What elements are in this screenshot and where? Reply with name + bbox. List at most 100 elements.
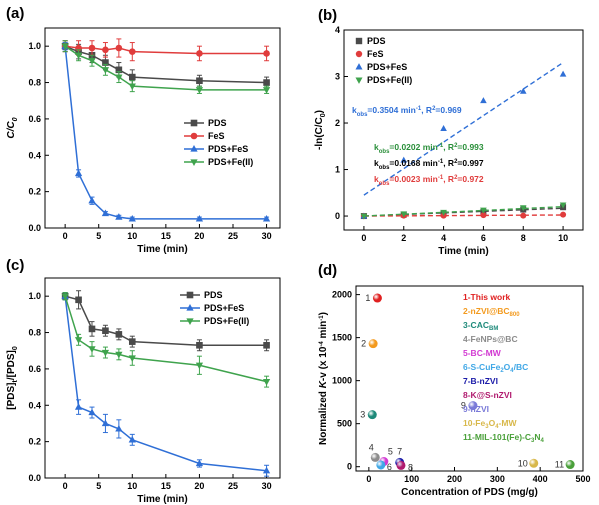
kobs-annotation: kobs=0.0168 min-1, R2=0.997 xyxy=(374,158,484,171)
x-tick-label: 4 xyxy=(441,233,446,243)
legend-label: PDS+FeS xyxy=(367,62,407,72)
legend-d: 1-This work 2-nZVI@BC800 3-CACBM 4-FeNPs@BC… xyxy=(463,292,545,444)
x-tick-label: 5 xyxy=(96,481,101,491)
legend-entry: 1-This work xyxy=(463,292,511,302)
data-point xyxy=(115,213,123,220)
data-point xyxy=(560,211,567,218)
data-point xyxy=(262,87,271,94)
data-point xyxy=(128,48,136,55)
data-point xyxy=(440,209,447,216)
data-point xyxy=(263,79,270,86)
y-tick-label: 2000 xyxy=(332,290,352,300)
legend-label: FeS xyxy=(208,131,225,141)
data-point xyxy=(128,73,136,81)
x-tick-label: 0 xyxy=(63,481,68,491)
data-point xyxy=(115,351,123,359)
point-number-label: 8 xyxy=(408,462,413,472)
panel-label-c: (c) xyxy=(6,257,24,274)
data-point xyxy=(88,325,96,333)
legend-label: PDS+Fe(II) xyxy=(208,157,253,167)
data-point xyxy=(262,214,271,222)
data-point xyxy=(196,341,203,349)
y-tick-label: 0.8 xyxy=(28,328,41,338)
data-point xyxy=(101,209,110,217)
data-point-8 xyxy=(396,460,406,470)
data-point xyxy=(102,327,109,335)
data-point xyxy=(519,87,527,94)
data-point xyxy=(88,408,96,416)
series-a-FeS: FeS xyxy=(61,38,270,141)
data-point xyxy=(360,213,368,220)
y-tick-label: 0.2 xyxy=(28,437,41,447)
x-tick-label: 15 xyxy=(161,481,171,491)
series-a-PDS+FeS: PDS+FeS xyxy=(61,42,271,222)
panel-axes-c: 0 5 10 15 20 25 30 0.0 0.2 0.4 0.6 0.8 1.0 Time (min) xyxy=(28,277,281,505)
y-tick-label: 0.6 xyxy=(28,114,41,124)
data-point xyxy=(74,403,83,410)
data-point xyxy=(101,419,110,427)
y-tick-label: 0 xyxy=(335,211,340,221)
point-number-label: 7 xyxy=(397,446,402,456)
legend-marker xyxy=(190,119,198,127)
point-number-label: 11 xyxy=(555,460,564,470)
y-tick-label: 0.4 xyxy=(28,150,41,160)
series-line xyxy=(64,46,267,220)
data-point-9 xyxy=(468,401,478,411)
data-point-2 xyxy=(368,339,378,349)
series-a-PDS+Fe(II): PDS+Fe(II) xyxy=(61,40,271,167)
legend-label: PDS+Fe(II) xyxy=(367,75,412,85)
x-tick-label: 5 xyxy=(96,231,101,241)
y-tick-label: 2 xyxy=(335,118,340,128)
point-number-label: 6 xyxy=(387,462,392,472)
kobs-annotation: kobs=0.0202 min-1, R2=0.993 xyxy=(374,142,484,155)
point-number-label: 3 xyxy=(360,410,365,420)
data-point xyxy=(480,97,487,104)
data-point xyxy=(559,70,567,77)
data-point xyxy=(195,87,204,94)
kobs-annotation: kobs=0.3504 min-1, R2=0.969 xyxy=(352,105,462,118)
data-point-3 xyxy=(367,410,377,420)
data-point xyxy=(480,207,487,214)
data-point xyxy=(480,212,487,219)
data-point xyxy=(101,349,110,357)
y-tick-label: 1.0 xyxy=(28,291,41,301)
legend-entry: 6-S-CuFe2O4/BC xyxy=(463,362,528,374)
data-point-1 xyxy=(372,293,382,303)
x-tick-label: 10 xyxy=(127,231,137,241)
x-tick-label: 0 xyxy=(63,231,68,241)
point-number-label: 5 xyxy=(388,447,393,457)
data-point xyxy=(61,293,69,301)
legend-entry: 8-K@S-nZVI xyxy=(463,390,512,400)
legend-marker xyxy=(186,304,194,311)
legend-marker xyxy=(355,63,363,70)
y-axis-label-a: C/C0 xyxy=(6,117,19,138)
legend-marker xyxy=(186,291,194,299)
x-tick-label: 0 xyxy=(361,233,366,243)
x-tick-label: 500 xyxy=(575,474,590,484)
data-point xyxy=(559,202,567,209)
data-point xyxy=(88,346,96,353)
legend-marker xyxy=(355,50,363,58)
y-tick-label: 0.0 xyxy=(28,473,41,483)
data-point-4 xyxy=(370,452,380,462)
data-point xyxy=(74,337,83,344)
data-point xyxy=(128,214,136,222)
y-tick-label: 1000 xyxy=(332,376,352,386)
plot-frame xyxy=(44,27,281,229)
legend-label: PDS xyxy=(204,290,223,300)
y-tick-label: 4 xyxy=(335,25,340,35)
legend-label: PDS+Fe(II) xyxy=(204,316,249,326)
x-tick-label: 400 xyxy=(533,474,548,484)
panel-axes-d: 0 100 200 300 400 500 0 500 1000 1500 2000 Concentr… xyxy=(332,285,591,498)
y-tick-label: 0.6 xyxy=(28,364,41,374)
data-point-11 xyxy=(565,460,575,470)
panel-label-d: (d) xyxy=(318,262,337,279)
series-line xyxy=(64,295,267,383)
legend-label: PDS+FeS xyxy=(204,303,244,313)
data-point xyxy=(520,212,527,219)
data-point xyxy=(262,378,271,386)
legend-marker xyxy=(355,77,363,84)
data-point xyxy=(74,52,83,60)
data-point xyxy=(263,341,270,349)
